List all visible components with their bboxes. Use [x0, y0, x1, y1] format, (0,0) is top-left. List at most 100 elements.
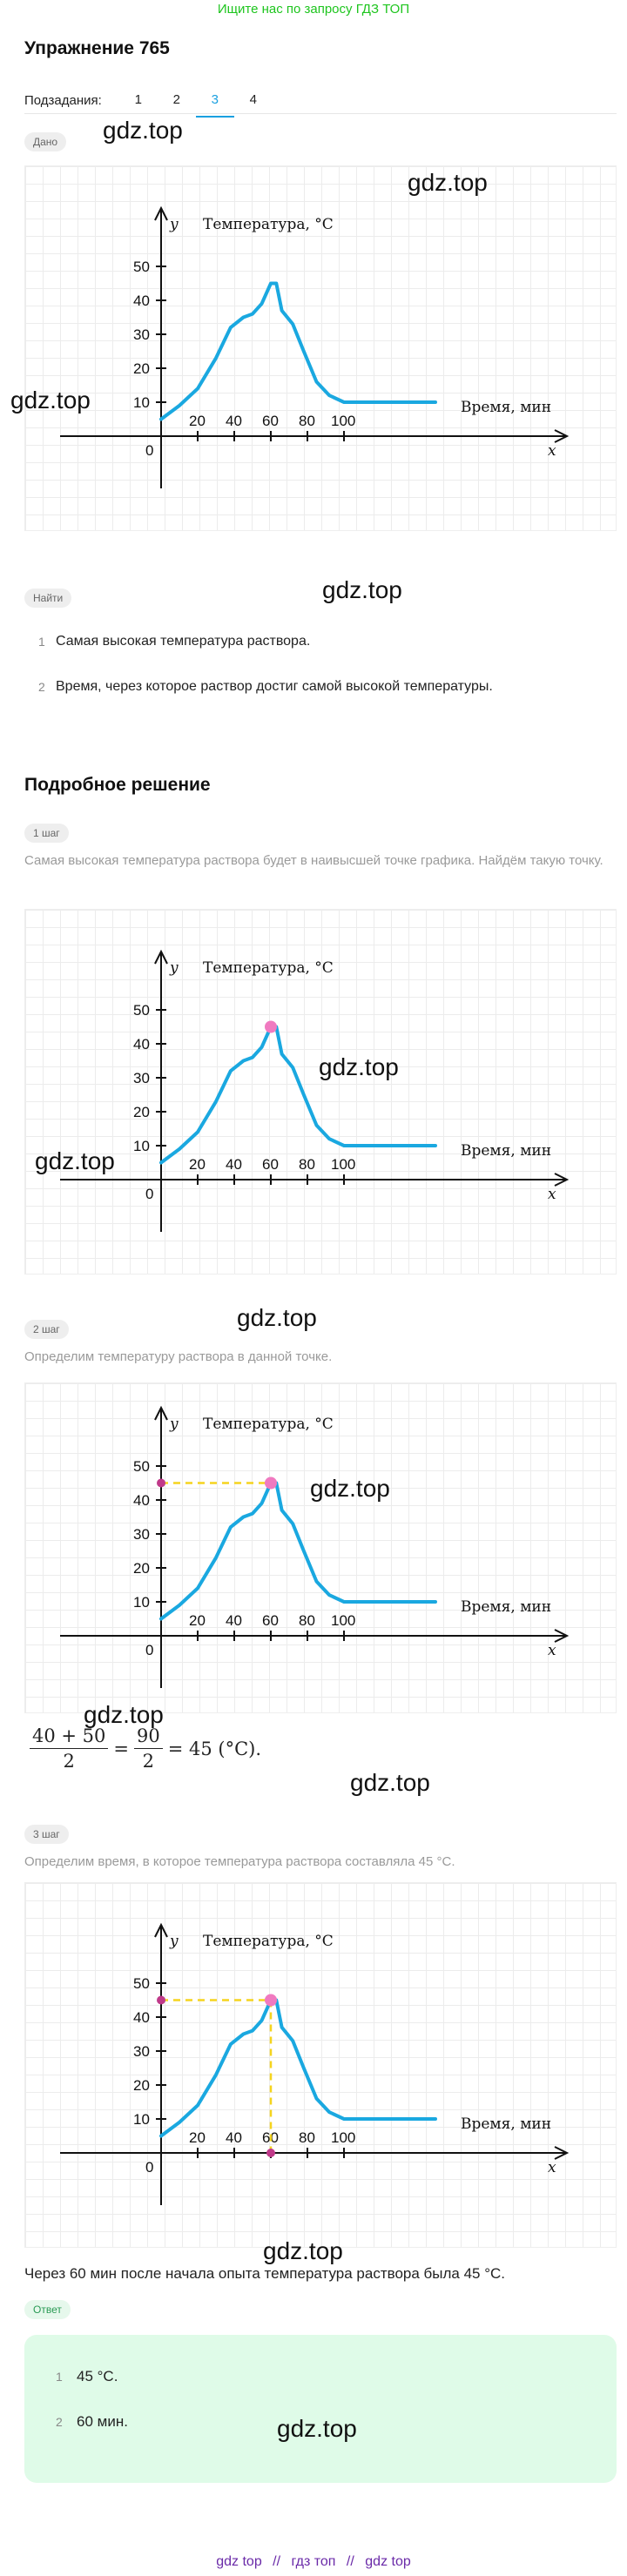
temperature-chart-svg: y x Температура, °C Время, мин 0 10 20 30 40 50 20… [60, 205, 570, 488]
search-banner[interactable]: Ищите нас по запросу ГДЗ ТОП [217, 2, 410, 17]
y-tick-label: 50 [133, 259, 150, 275]
fraction-denominator: 2 [63, 1751, 75, 1772]
fraction-numerator: 40 + 50 [30, 1725, 109, 1749]
y-axis-name: y [169, 1416, 179, 1433]
temperature-curve [159, 1998, 437, 2138]
y-tick-label: 50 [133, 1002, 150, 1019]
x-axis-label: Время, мин [461, 399, 551, 416]
step-badge: 2 шаг [24, 1320, 69, 1339]
find-badge: Найти [24, 589, 72, 608]
max-temperature-point [265, 1020, 277, 1033]
footer-link[interactable]: гдз топ [291, 2554, 336, 2569]
footer-link[interactable]: gdz top [216, 2554, 262, 2569]
fraction-denominator: 2 [142, 1751, 155, 1772]
y-tick-label: 50 [133, 1975, 150, 1992]
y-axis-marker [157, 1995, 165, 2005]
y-axis-name: y [169, 959, 179, 977]
footer-separator: // [273, 2554, 281, 2569]
step-text: Самая высокая температура раствора будет… [24, 853, 603, 868]
x-tick-label: 100 [331, 1612, 355, 1629]
step-badge: 1 шаг [24, 824, 69, 843]
x-tick-label: 100 [331, 1156, 355, 1173]
answer-badge: Ответ [24, 2300, 71, 2319]
x-tick-label: 80 [299, 1156, 315, 1173]
temperature-curve [159, 1481, 437, 1621]
x-axis-arrow [554, 429, 570, 443]
y-tick-label: 30 [133, 326, 150, 343]
step3-chart: y x Температура, °C Время, мин 0 10 20 30 40 50 20… [24, 1882, 617, 2248]
step-text: Определим время, в которое температура р… [24, 1854, 455, 1869]
watermark: gdz.top [10, 387, 91, 414]
y-axis-arrow [154, 1405, 168, 1421]
max-temperature-point [265, 1994, 277, 2007]
x-tick-label: 100 [331, 413, 355, 429]
answer-item: 1 45 °C. [56, 2368, 118, 2384]
x-tick-label: 60 [262, 1612, 279, 1629]
watermark: gdz.top [84, 1701, 164, 1728]
watermark: gdz.top [319, 1053, 399, 1080]
solution-title: Подробное решение [24, 775, 211, 795]
temperature-curve [159, 281, 437, 421]
x-tick-label: 60 [262, 413, 279, 429]
find-item-text: Самая высокая температура раствора. [56, 634, 311, 649]
find-item: 2 Время, через которое раствор достиг сам… [38, 679, 493, 694]
x-axis-label: Время, мин [461, 1142, 551, 1160]
max-temperature-point [265, 1476, 277, 1490]
fraction-numerator: 90 [134, 1725, 163, 1749]
y-tick-label: 10 [133, 2111, 150, 2128]
y-tick-label: 50 [133, 1458, 150, 1475]
y-tick-label: 30 [133, 1070, 150, 1086]
y-axis-arrow [154, 1922, 168, 1938]
x-axis-label: Время, мин [461, 1598, 551, 1616]
y-axis-label: Температура, °C [203, 1933, 334, 1950]
answer-text: 60 мин. [77, 2413, 128, 2430]
x-tick-label: 20 [189, 1156, 206, 1173]
footer-links: gdz top // гдз топ // gdz top [0, 2554, 627, 2570]
given-badge: Дано [24, 132, 67, 151]
find-item: 1 Самая высокая температура раствора. [38, 634, 311, 649]
exercise-page: Упражнение 765 Подзадания: 1 2 3 4 Дано … [0, 19, 627, 2552]
step2-chart: y x Температура, °C Время, мин 0 10 20 30 40 50 20… [24, 1382, 617, 1713]
y-tick-label: 40 [133, 2009, 150, 2026]
conclusion-text: Через 60 мин после начала опыта температ… [24, 2265, 506, 2282]
y-axis-label: Температура, °C [203, 1416, 334, 1433]
origin-label: 0 [145, 2159, 153, 2176]
y-tick-label: 20 [133, 1104, 150, 1120]
temperature-formula: 40 + 50 2 = 90 2 = 45 (°C). [24, 1725, 261, 1772]
y-axis-marker [157, 1478, 165, 1488]
y-tick-label: 10 [133, 394, 150, 411]
footer-link[interactable]: gdz top [365, 2554, 411, 2569]
x-axis-name: x [548, 1642, 556, 1659]
watermark: gdz.top [35, 1147, 115, 1174]
x-tick-label: 40 [226, 413, 242, 429]
x-tick-label: 20 [189, 413, 206, 429]
x-tick-label: 100 [331, 2129, 355, 2146]
x-tick-label: 40 [226, 2129, 242, 2146]
x-tick-label: 20 [189, 1612, 206, 1629]
x-tick-label: 40 [226, 1156, 242, 1173]
watermark: gdz.top [103, 117, 183, 144]
origin-label: 0 [145, 1642, 153, 1658]
step1-chart: y x Температура, °C Время, мин 0 10 20 30 40 50 20… [24, 909, 617, 1275]
temperature-chart-svg: y x Температура, °C Время, мин 0 10 20 30 40 50 20… [60, 1922, 570, 2205]
watermark: gdz.top [263, 2237, 343, 2264]
header-divider [24, 113, 617, 114]
x-tick-label: 80 [299, 1612, 315, 1629]
y-axis-label: Температура, °C [203, 959, 334, 977]
subtask-tab-4[interactable]: 4 [249, 92, 257, 107]
subtasks-label: Подзадания: [24, 93, 102, 108]
answer-text: 45 °C. [77, 2368, 118, 2384]
x-axis-arrow [554, 1173, 570, 1187]
find-item-text: Время, через которое раствор достиг само… [56, 679, 493, 694]
subtask-tab-3[interactable]: 3 [195, 84, 234, 118]
y-axis-label: Температура, °C [203, 216, 334, 233]
subtask-tab-2[interactable]: 2 [172, 92, 180, 107]
fraction: 40 + 50 2 [30, 1725, 109, 1772]
y-axis-arrow [154, 205, 168, 221]
x-axis-name: x [548, 2159, 556, 2176]
x-tick-label: 80 [299, 413, 315, 429]
x-tick-label: 40 [226, 1612, 242, 1629]
watermark: gdz.top [237, 1304, 317, 1331]
subtask-tab-1[interactable]: 1 [134, 92, 142, 107]
watermark: gdz.top [408, 169, 488, 196]
